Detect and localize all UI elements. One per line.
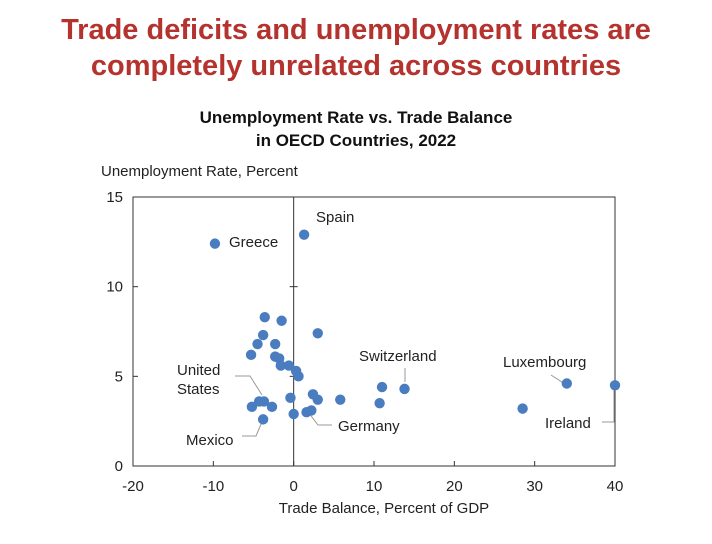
slide-headline: Trade deficits and unemployment rates ar…: [0, 12, 712, 84]
annotation-label: United: [177, 362, 220, 379]
data-point: [335, 394, 346, 405]
data-point: [283, 360, 295, 371]
y-tick-label: 15: [106, 189, 123, 206]
headline-line-1: Trade deficits and unemployment rates ar…: [61, 14, 651, 46]
data-point: [307, 389, 319, 400]
x-tick-label: 0: [289, 478, 297, 495]
data-point-mexico: [257, 414, 269, 425]
data-point: [266, 401, 278, 413]
annotation-label: Ireland: [545, 415, 591, 432]
x-tick-label: 40: [607, 478, 624, 495]
data-point: [376, 381, 388, 393]
annotation-label: Luxembourg: [503, 354, 586, 371]
x-tick-label: 10: [366, 478, 383, 495]
x-tick-label: 20: [446, 478, 463, 495]
data-point-spain: [298, 229, 310, 240]
data-point: [312, 328, 323, 339]
data-point-luxembourg: [561, 378, 572, 389]
annotation-layer: Spain Greece Switzerland Luxembourg Ireland U…: [177, 209, 615, 449]
annotation-label: Switzerland: [359, 348, 437, 365]
data-point: [245, 349, 257, 361]
annotation-label: Mexico: [186, 432, 234, 449]
data-point: [252, 338, 263, 350]
annotation-label: Greece: [229, 234, 278, 251]
data-point: [517, 403, 528, 414]
points-layer: [209, 229, 621, 425]
x-tick-label: -10: [202, 478, 224, 495]
annotation-leader: [242, 421, 263, 437]
chart-title-line-2: in OECD Countries, 2022: [255, 131, 457, 150]
data-point: [374, 398, 385, 409]
data-point: [293, 371, 304, 382]
annotation-label: Spain: [316, 209, 354, 226]
data-point: [306, 405, 317, 416]
annotation-label: States: [177, 381, 220, 398]
y-tick-label: 10: [106, 279, 123, 296]
annotation-leader: [307, 411, 332, 426]
y-axis-label: Unemployment Rate, Percent: [101, 163, 299, 180]
data-point-ireland: [609, 380, 621, 391]
axes-layer: -20 -10 0 10 20 30 40 0 5 10 15 Trade Balance, Perc…: [101, 163, 623, 517]
data-point: [275, 360, 287, 371]
data-point: [253, 396, 265, 407]
data-point-switzerland: [399, 383, 410, 395]
data-point: [276, 315, 287, 326]
data-point: [285, 392, 296, 404]
chart-title: Unemployment Rate vs. Trade Balance in O…: [0, 106, 712, 152]
data-point: [259, 311, 270, 323]
data-point-greece: [209, 238, 221, 249]
data-point: [257, 329, 269, 341]
headline-line-2: completely unrelated across countries: [90, 50, 622, 82]
annotation-leader: [235, 375, 263, 396]
data-point: [269, 338, 281, 350]
y-tick-label: 0: [115, 458, 123, 475]
y-tick-label: 5: [115, 368, 123, 385]
data-point: [288, 408, 299, 420]
x-tick-label: -20: [122, 478, 144, 495]
x-axis-label: Trade Balance, Percent of GDP: [279, 500, 489, 517]
x-tick-label: 30: [526, 478, 543, 495]
data-point: [246, 401, 258, 413]
annotation-leader: [602, 390, 615, 423]
annotation-label: Germany: [338, 418, 400, 435]
chart-title-line-1: Unemployment Rate vs. Trade Balance: [199, 108, 513, 127]
